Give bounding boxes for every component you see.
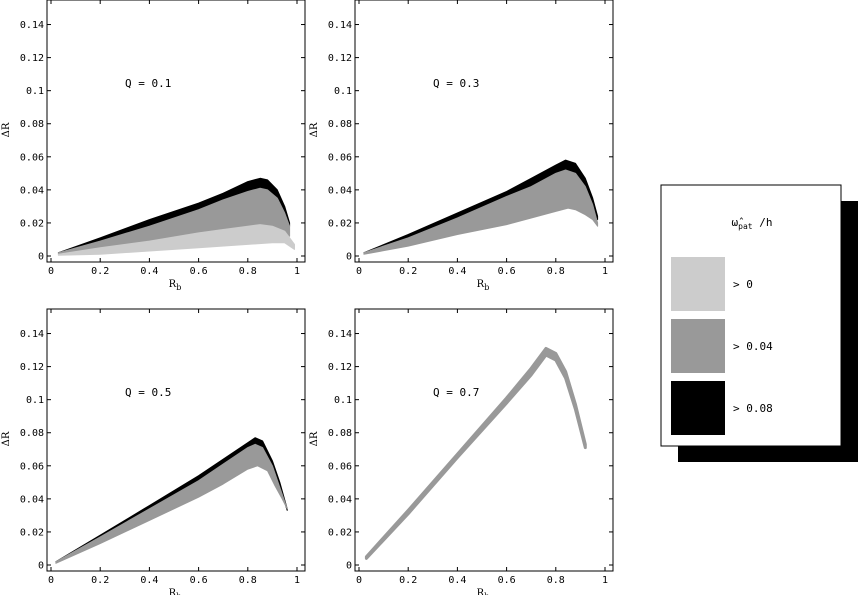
x-tick-label: 0.6: [498, 266, 516, 277]
legend-swatch: [671, 319, 725, 373]
x-tick-label: 0: [356, 266, 362, 277]
y-tick-label: 0: [346, 561, 352, 572]
chart-panel-4: 0 0.2 0.4 0.6 0.8 1 0 0.02 0.04 0.06 0.08 0.1 0.12 0.…: [309, 308, 614, 595]
panel-annotation: Q = 0.5: [125, 386, 171, 399]
panel-annotation: Q = 0.3: [433, 77, 479, 90]
x-tick-label: 0.4: [448, 266, 466, 277]
x-tick-label: 0.2: [399, 266, 417, 277]
legend-label: > 0: [733, 278, 753, 291]
x-tick-label: 0: [48, 266, 54, 277]
chart-panel-3: 0 0.2 0.4 0.6 0.8 1 0 0.02 0.04 0.06 0.08 0.1 0.12 0.…: [1, 308, 306, 595]
y-tick-label: 0.08: [328, 428, 352, 439]
panel-annotation: Q = 0.7: [433, 386, 479, 399]
y-tick-label: 0.12: [328, 362, 352, 373]
y-tick-label: 0.06: [20, 461, 44, 472]
x-tick-label: 0.4: [448, 575, 466, 586]
legend-title: ω̂pat /h: [732, 216, 773, 231]
x-tick-label: 0: [356, 575, 362, 586]
y-tick-label: 0.14: [328, 329, 352, 340]
legend-swatch: [671, 381, 725, 435]
legend-items: > 0 > 0.04 > 0.08: [671, 257, 773, 435]
y-axis-label: ΔR: [1, 431, 12, 446]
x-axis-label: Rb: [169, 279, 182, 292]
x-axis-label: Rb: [169, 588, 182, 595]
x-tick-label: 0.6: [190, 575, 208, 586]
y-tick-label: 0.02: [20, 527, 44, 538]
x-axis-label: Rb: [477, 279, 490, 292]
region-band-3: [57, 224, 295, 256]
plot-frame: [46, 308, 306, 572]
y-axis-label: ΔR: [309, 431, 320, 446]
chart-panel-2: 0 0.2 0.4 0.6 0.8 1 0 0.02 0.04 0.06 0.08 0.1 0.12 0.…: [309, 0, 614, 292]
region-band-1: [364, 346, 587, 560]
legend-label: > 0.08: [733, 402, 773, 415]
y-tick-label: 0.12: [328, 53, 352, 64]
region-band-2: [363, 169, 599, 255]
y-tick-label: 0.14: [328, 20, 352, 31]
x-tick-label: 0.2: [399, 575, 417, 586]
y-tick-label: 0: [38, 252, 44, 263]
x-tick-label: 0.8: [547, 266, 565, 277]
y-tick-label: 0.1: [334, 395, 352, 406]
y-tick-label: 0.1: [334, 86, 352, 97]
y-tick-label: 0.1: [26, 395, 44, 406]
y-tick-label: 0.1: [26, 86, 44, 97]
y-tick-label: 0.04: [20, 494, 44, 505]
y-tick-label: 0.14: [20, 329, 44, 340]
x-tick-label: 0.8: [239, 266, 257, 277]
x-tick-label: 1: [294, 266, 300, 277]
y-tick-label: 0.08: [20, 428, 44, 439]
x-tick-label: 0.6: [190, 266, 208, 277]
y-tick-label: 0.12: [20, 362, 44, 373]
panel-annotation: Q = 0.1: [125, 77, 171, 90]
y-axis-label: ΔR: [1, 122, 12, 137]
x-axis-label: Rb: [477, 588, 490, 595]
x-tick-label: 0.2: [91, 266, 109, 277]
x-tick-label: 0.4: [140, 575, 158, 586]
y-tick-label: 0.08: [328, 119, 352, 130]
x-tick-label: 0.6: [498, 575, 516, 586]
y-tick-label: 0.04: [328, 494, 352, 505]
legend-box: ω̂pat /h > 0 > 0.04 > 0.08: [660, 184, 858, 462]
y-tick-label: 0: [346, 252, 352, 263]
plot-frame: [354, 308, 614, 572]
x-tick-label: 0.2: [91, 575, 109, 586]
y-tick-label: 0.04: [328, 185, 352, 196]
y-tick-label: 0.08: [20, 119, 44, 130]
y-tick-label: 0: [38, 561, 44, 572]
y-tick-label: 0.02: [328, 218, 352, 229]
chart-panel-1: 0 0.2 0.4 0.6 0.8 1 0 0.02 0.04 0.06 0.08 0.1 0.12 0.…: [1, 0, 306, 292]
legend-label: > 0.04: [733, 340, 773, 353]
y-axis-label: ΔR: [309, 122, 320, 137]
y-tick-label: 0.14: [20, 20, 44, 31]
x-tick-label: 0: [48, 575, 54, 586]
chart-panels: 0 0.2 0.4 0.6 0.8 1 0 0.02 0.04 0.06 0.08 0.1 0.12 0.…: [1, 0, 614, 595]
y-tick-label: 0.04: [20, 185, 44, 196]
x-tick-label: 0.8: [239, 575, 257, 586]
y-tick-label: 0.06: [328, 152, 352, 163]
region-band-2: [55, 443, 288, 564]
x-tick-label: 1: [294, 575, 300, 586]
legend-swatch: [671, 257, 725, 311]
x-tick-label: 1: [602, 266, 608, 277]
y-tick-label: 0.12: [20, 53, 44, 64]
x-tick-label: 0.8: [547, 575, 565, 586]
y-tick-label: 0.06: [20, 152, 44, 163]
y-tick-label: 0.06: [328, 461, 352, 472]
x-tick-label: 1: [602, 575, 608, 586]
y-tick-label: 0.02: [328, 527, 352, 538]
y-tick-label: 0.02: [20, 218, 44, 229]
x-tick-label: 0.4: [140, 266, 158, 277]
